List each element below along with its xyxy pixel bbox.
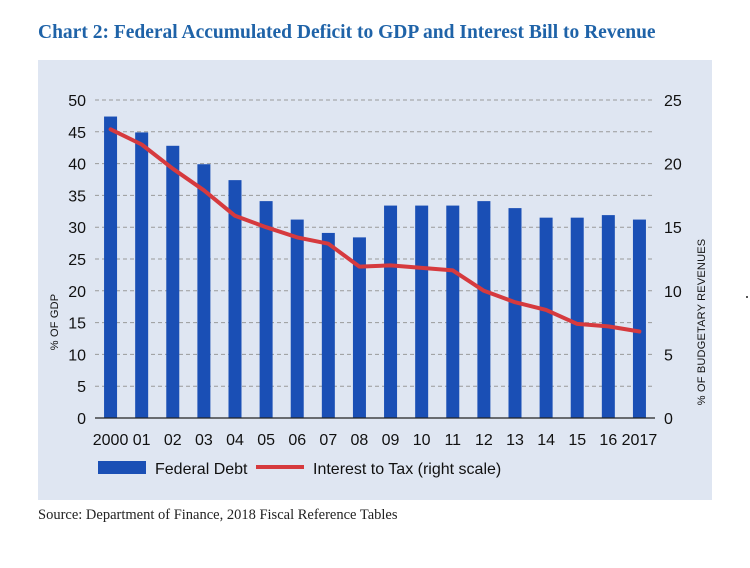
edge-mark	[746, 296, 748, 298]
bar-federal-debt-16	[601, 215, 615, 418]
bar-federal-debt-2000	[104, 116, 118, 418]
point-interest-to-tax-2000	[109, 127, 113, 131]
x-tick-label: 11	[444, 432, 461, 449]
x-tick-label: 2017	[622, 432, 658, 449]
bar-federal-debt-08	[352, 237, 366, 418]
chart-title: Chart 2: Federal Accumulated Deficit to …	[38, 22, 656, 43]
point-interest-to-tax-09	[389, 263, 393, 267]
left-tick-label: 45	[68, 125, 86, 142]
point-interest-to-tax-2017	[637, 330, 641, 334]
bar-federal-debt-12	[477, 201, 491, 418]
left-tick-label: 15	[68, 316, 86, 333]
right-tick-label: 10	[664, 284, 682, 301]
left-axis-title: % OF GDP	[49, 294, 61, 351]
legend-label-federal-debt: Federal Debt	[155, 461, 248, 478]
point-interest-to-tax-03	[202, 188, 206, 192]
x-tick-label: 09	[382, 432, 400, 449]
left-tick-label: 30	[68, 220, 86, 237]
left-tick-label: 40	[68, 157, 86, 174]
point-interest-to-tax-08	[357, 265, 361, 269]
point-interest-to-tax-05	[264, 225, 268, 229]
x-tick-label: 07	[319, 432, 337, 449]
legend-label-interest-to-tax: Interest to Tax (right scale)	[313, 461, 501, 478]
x-tick-label: 10	[413, 432, 431, 449]
x-tick-label: 14	[537, 432, 555, 449]
bar-federal-debt-03	[197, 164, 211, 418]
bar-federal-debt-04	[228, 180, 242, 418]
point-interest-to-tax-02	[171, 167, 175, 171]
bar-federal-debt-11	[446, 205, 460, 418]
bar-series-federal-debt	[104, 116, 646, 418]
point-interest-to-tax-13	[513, 300, 517, 304]
left-tick-label: 50	[68, 93, 86, 110]
x-tick-label: 08	[351, 432, 369, 449]
point-interest-to-tax-01	[140, 143, 144, 147]
x-tick-label: 06	[288, 432, 306, 449]
line-interest-to-tax	[108, 127, 642, 334]
x-tick-label: 02	[164, 432, 182, 449]
right-tick-label: 20	[664, 157, 682, 174]
left-tick-label: 25	[68, 252, 86, 269]
gridlines	[95, 99, 655, 387]
bar-federal-debt-14	[539, 217, 553, 418]
right-tick-label: 25	[664, 93, 682, 110]
x-tick-label: 03	[195, 432, 213, 449]
left-tick-label: 20	[68, 284, 86, 301]
bar-federal-debt-2017	[632, 219, 646, 418]
point-interest-to-tax-06	[295, 235, 299, 239]
point-interest-to-tax-16	[606, 324, 610, 328]
x-tick-label: 16	[599, 432, 617, 449]
point-interest-to-tax-07	[326, 242, 330, 246]
right-tick-label: 5	[664, 347, 673, 364]
left-tick-label: 35	[68, 188, 86, 205]
right-axis-ticks: 0 5 10 15 20 25	[664, 93, 682, 428]
x-tick-label: 12	[475, 432, 493, 449]
source-note: Source: Department of Finance, 2018 Fisc…	[38, 507, 398, 523]
point-interest-to-tax-10	[420, 266, 424, 270]
point-interest-to-tax-12	[482, 289, 486, 293]
bar-federal-debt-07	[321, 232, 335, 418]
right-tick-label: 0	[664, 411, 673, 428]
bar-federal-debt-13	[508, 208, 522, 418]
left-tick-label: 0	[77, 411, 86, 428]
point-interest-to-tax-04	[233, 214, 237, 218]
x-tick-label: 05	[257, 432, 275, 449]
bar-federal-debt-06	[290, 219, 304, 418]
x-tick-label: 15	[568, 432, 586, 449]
left-tick-label: 10	[68, 347, 86, 364]
right-axis-title: % OF BUDGETARY REVENUES	[696, 239, 708, 406]
bar-federal-debt-05	[259, 201, 273, 418]
bar-federal-debt-09	[384, 205, 398, 418]
bar-federal-debt-10	[415, 205, 429, 418]
x-tick-label: 2000	[93, 432, 129, 449]
bar-federal-debt-15	[570, 217, 584, 418]
chart-panel: 0 5 10 15 20 25 30 35 40 45 50 0 5 10 15 20 25 2000 01 02…	[38, 60, 712, 500]
point-interest-to-tax-14	[544, 308, 548, 312]
x-tick-label: 13	[506, 432, 524, 449]
left-axis-ticks: 0 5 10 15 20 25 30 35 40 45 50	[68, 93, 86, 428]
legend: Federal Debt Interest to Tax (right scal…	[98, 461, 501, 478]
x-axis-ticks: 2000 01 02 03 04 05 06 07 08 09 10 11 12 13 14 15 16 2017	[93, 432, 658, 449]
x-tick-label: 01	[133, 432, 151, 449]
point-interest-to-tax-15	[575, 322, 579, 326]
legend-swatch-federal-debt	[98, 461, 146, 474]
x-tick-label: 04	[226, 432, 244, 449]
bar-federal-debt-02	[166, 145, 180, 418]
line-series-interest-to-tax	[108, 127, 642, 334]
bar-federal-debt-01	[135, 132, 149, 418]
right-tick-label: 15	[664, 220, 682, 237]
left-tick-label: 5	[77, 379, 86, 396]
point-interest-to-tax-11	[451, 268, 455, 272]
